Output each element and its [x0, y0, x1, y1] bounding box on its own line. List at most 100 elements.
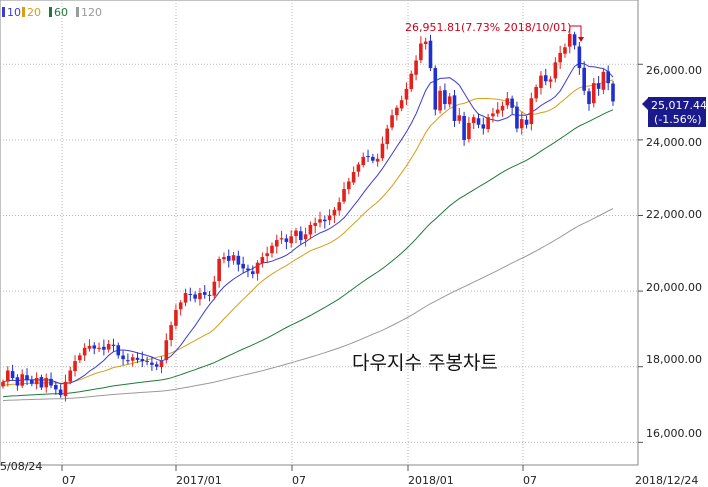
candle-body — [63, 381, 68, 397]
candle-body — [150, 362, 154, 365]
candle-body — [548, 79, 553, 82]
candle-body — [433, 68, 438, 110]
candle-body — [491, 113, 495, 117]
candle-body — [443, 90, 447, 104]
candle-body — [68, 370, 73, 382]
chart-grid — [0, 0, 643, 471]
candle-body — [611, 83, 615, 102]
candle-body — [265, 253, 269, 257]
candle-body — [78, 355, 82, 361]
candle-body — [303, 234, 308, 240]
candle-body — [97, 347, 101, 349]
candle-body — [54, 384, 58, 390]
candle-body — [404, 88, 409, 100]
last-price-box — [648, 97, 706, 127]
last-price-change: (-1.56%) — [654, 113, 702, 126]
candle-body — [15, 377, 20, 386]
legend-swatch-20 — [22, 7, 25, 17]
high-annotation-text: 26,951.81(7.73% 2018/10/01) — [405, 21, 571, 34]
high-annotation-leader — [570, 25, 582, 38]
candle-body — [553, 62, 558, 79]
candle-body — [500, 105, 505, 111]
candle-body — [183, 292, 188, 303]
candle-body — [438, 90, 442, 111]
candle-body — [121, 355, 125, 360]
candle-body — [106, 344, 111, 350]
candle-body — [476, 118, 481, 125]
candle-body — [428, 40, 433, 69]
y-tick-label: 20,000.00 — [646, 281, 702, 294]
ma-10-line — [2, 62, 614, 385]
x-tick-label: 07 — [62, 474, 76, 487]
candle-body — [236, 255, 241, 265]
candle-body — [563, 47, 567, 54]
candle-body — [255, 262, 260, 274]
legend-swatch-120 — [76, 7, 79, 17]
candle-body — [481, 124, 486, 129]
candle-body — [87, 345, 92, 349]
legend-swatch-10 — [2, 7, 5, 17]
candle-body — [174, 310, 178, 326]
candle-body — [274, 240, 279, 247]
x-tick-label: 2018/01 — [408, 474, 454, 487]
candle-body — [289, 236, 293, 244]
legend: 10 20 60 120 — [2, 6, 102, 19]
candle-body — [135, 357, 140, 360]
last-price-badge: 25,017.44 (-1.56%) — [642, 97, 707, 127]
candle-body — [1, 381, 5, 387]
candle-body — [495, 109, 500, 114]
candle-body — [457, 115, 462, 121]
candle-body — [486, 117, 490, 130]
candle-body — [44, 378, 49, 388]
candle-body — [270, 245, 274, 254]
candle-body — [505, 98, 510, 106]
candle-body — [49, 378, 53, 386]
candle-body — [73, 361, 77, 372]
candle-body — [385, 128, 390, 145]
candle-body — [164, 340, 169, 360]
y-tick-label: 16,000.00 — [646, 427, 702, 440]
candle-body — [596, 83, 601, 89]
candle-body — [342, 189, 346, 202]
candle-body — [356, 164, 361, 172]
candle-body — [217, 258, 221, 282]
candle-body — [558, 52, 562, 63]
candle-body — [347, 181, 351, 190]
candle-body — [20, 374, 25, 386]
candle-body — [423, 41, 428, 45]
candle-body — [419, 43, 423, 61]
candle-body — [212, 281, 217, 296]
high-annotation: 26,951.81(7.73% 2018/10/01) — [405, 21, 584, 42]
candle-body — [587, 91, 591, 104]
candle-body — [198, 292, 202, 300]
x-tick-label: 07 — [523, 474, 537, 487]
legend-swatch-60 — [49, 7, 52, 17]
x-tick-label: 5/08/24 — [0, 460, 42, 473]
candle-body — [145, 361, 149, 363]
candle-body — [582, 67, 586, 91]
candle-body — [246, 268, 250, 271]
candle-body — [6, 370, 10, 382]
candle-body — [126, 360, 130, 362]
last-price-value: 25,017.44 — [651, 99, 707, 112]
y-axis: 16,000.00 18,000.00 20,000.00 22,000.00 … — [646, 64, 702, 440]
plot-area — [0, 0, 639, 466]
candle-body — [467, 122, 471, 140]
high-annotation-arrow-icon — [578, 37, 584, 42]
candle-body — [606, 71, 610, 84]
candle-body — [515, 106, 519, 129]
candle-body — [82, 347, 87, 356]
last-price-pointer-icon — [642, 98, 648, 110]
candle-body — [534, 86, 538, 99]
legend-120: 120 — [81, 6, 102, 19]
x-tick-label: 2017/01 — [176, 474, 222, 487]
candle-body — [577, 46, 582, 69]
candle-body — [116, 345, 121, 356]
y-tick-label: 22,000.00 — [646, 208, 702, 221]
candle-body — [154, 364, 159, 367]
y-tick-label: 24,000.00 — [646, 136, 702, 149]
candle-body — [462, 115, 466, 140]
candle-body — [567, 34, 572, 47]
candle-body — [332, 209, 337, 216]
